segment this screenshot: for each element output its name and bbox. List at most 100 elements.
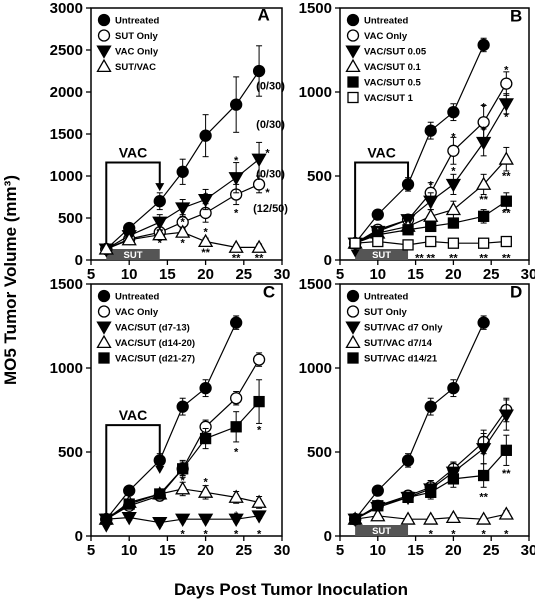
data-point	[401, 178, 415, 191]
legend-entry: Untreated	[364, 292, 409, 303]
legend: Untreated VAC Only VAC/SUT 0.05 VAC/SUT 0.1…	[345, 13, 427, 104]
significance-marker: **	[479, 194, 488, 206]
data-point	[153, 454, 166, 467]
significance-marker: *	[429, 202, 434, 214]
significance-marker: *	[429, 180, 434, 192]
y-tick-label: 2500	[50, 42, 83, 59]
data-point	[121, 511, 137, 526]
y-tick-label: 0	[324, 528, 332, 545]
significance-marker: **	[449, 217, 458, 229]
vac-arrowhead	[101, 524, 111, 533]
significance-marker: *	[181, 217, 186, 229]
legend-marker	[97, 13, 111, 27]
x-tick-label: 25	[235, 266, 252, 283]
annotation: (0/30)	[256, 169, 285, 181]
data-point	[228, 239, 244, 253]
legend-entry: SUT/VAC	[115, 62, 156, 73]
data-point	[402, 239, 414, 251]
data-point	[402, 224, 414, 236]
significance-marker: *	[504, 529, 509, 541]
sut-bar	[106, 249, 160, 260]
significance-marker: *	[257, 424, 262, 436]
y-tick-label: 1000	[50, 360, 83, 377]
legend-marker	[347, 91, 359, 104]
significance-marker: *	[265, 148, 270, 160]
data-point	[476, 443, 492, 457]
legend-entry: VAC/SUT 0.05	[364, 47, 427, 58]
significance-marker: *	[265, 187, 270, 199]
x-tick-label: 20	[197, 266, 214, 283]
data-point	[197, 233, 214, 248]
panel-a: 5 10 15 20 25 30 0 500 1000 1500 2000 2500 3000 SUT VA…	[50, 0, 291, 283]
significance-marker: *	[181, 238, 186, 250]
data-point	[401, 454, 415, 467]
panel-c: 5 10 15 20 25 30 0 500 1000 1500 VAC Untreated VAC O…	[50, 276, 291, 559]
legend-marker	[96, 58, 112, 73]
x-tick-label: 30	[521, 266, 535, 283]
data-point	[477, 38, 490, 52]
legend-entry: Untreated	[115, 292, 160, 303]
vac-label: VAC	[367, 145, 396, 161]
series-vac-sut-d7-13-	[98, 510, 267, 531]
x-tick-label: 10	[369, 266, 386, 283]
x-tick-label: 5	[87, 266, 95, 283]
series-vac-sut-1	[349, 235, 512, 251]
legend-marker	[347, 352, 359, 364]
panel-d: 5 10 15 20 25 30 0 500 1000 1500 SUT Untreated SUT O…	[299, 276, 535, 559]
data-point	[500, 444, 512, 456]
data-point	[500, 235, 512, 248]
data-point	[154, 488, 166, 500]
legend-entry: VAC Only	[115, 307, 159, 318]
x-tick-label: 30	[521, 542, 535, 559]
legend-entry: VAC/SUT (d7-13)	[115, 323, 190, 334]
data-point	[252, 353, 266, 366]
data-point	[447, 237, 460, 249]
significance-marker: *	[203, 190, 208, 202]
y-tick-label: 1500	[299, 276, 332, 293]
plot-frame	[339, 7, 530, 261]
data-point	[425, 235, 437, 248]
legend-marker	[346, 289, 360, 303]
series-vac-sut-d21-27-	[100, 379, 265, 525]
significance-marker: *	[234, 207, 239, 219]
legend: Untreated VAC Only VAC/SUT (d7-13) VAC/SUT …	[96, 289, 195, 365]
significance-marker: *	[257, 514, 262, 526]
significance-marker: **	[426, 253, 435, 265]
panel-letter: D	[510, 282, 522, 301]
data-point	[424, 124, 437, 137]
data-point	[175, 481, 191, 495]
significance-marker: *	[257, 529, 262, 541]
vac-bracket	[105, 424, 161, 527]
significance-marker: *	[234, 155, 239, 167]
data-point	[477, 469, 490, 482]
significance-marker: *	[451, 529, 456, 541]
data-point	[447, 217, 460, 229]
legend-marker	[98, 352, 110, 364]
data-point	[400, 511, 416, 525]
significance-marker: *	[234, 446, 239, 458]
legend: Untreated SUT Only SUT/VAC d7 Only SUT/VAC …	[345, 289, 443, 365]
data-point	[228, 172, 244, 186]
legend-entry: VAC/SUT (d14-20)	[115, 338, 195, 349]
legend-marker	[97, 305, 111, 318]
x-tick-label: 20	[445, 542, 462, 559]
data-point	[445, 201, 462, 216]
y-tick-label: 1500	[299, 0, 332, 17]
significance-marker: *	[451, 165, 456, 177]
legend-entry: SUT/VAC d7/14	[364, 338, 433, 349]
data-point	[153, 195, 166, 208]
data-point	[251, 153, 267, 168]
data-point	[476, 136, 492, 151]
legend-marker	[347, 76, 359, 88]
significance-marker: **	[502, 170, 511, 182]
data-point	[100, 513, 112, 525]
y-tick-label: 500	[307, 168, 332, 185]
annotation: (0/30)	[256, 80, 285, 92]
significance-marker: *	[481, 125, 486, 137]
data-point	[197, 193, 214, 208]
x-tick-label: 5	[336, 542, 344, 559]
vac-arrowhead	[155, 183, 165, 192]
legend-marker	[96, 321, 112, 335]
significance-marker: **	[479, 492, 488, 504]
data-point	[152, 216, 168, 231]
